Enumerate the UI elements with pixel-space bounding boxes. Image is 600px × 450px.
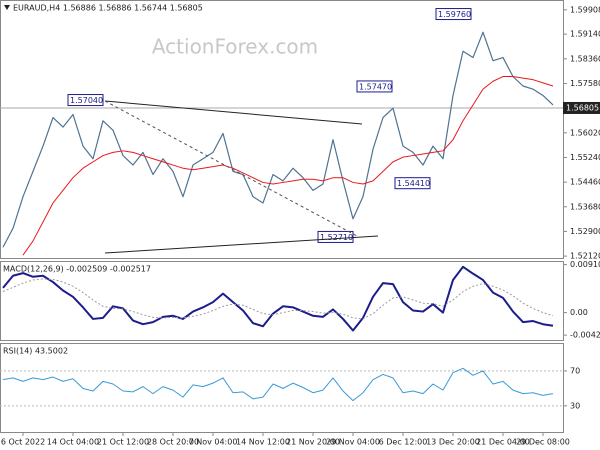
x-tick-label: 28 Oct 20:00 xyxy=(147,438,199,447)
y-tick-label: 70 xyxy=(570,366,580,375)
y-tick-label: 1.58360 xyxy=(570,54,600,63)
price-annotation-label: 1.54410 xyxy=(397,179,430,188)
series-line xyxy=(2,31,554,248)
x-tick-label: 13 Dec 20:00 xyxy=(426,438,480,447)
panel-title: RSI(14) 43.5002 xyxy=(3,347,68,356)
price-annotation-box xyxy=(317,230,354,243)
y-tick-label: 1.59140 xyxy=(570,30,600,39)
y-tick-label: 1.59908 xyxy=(570,5,600,14)
x-tick-label: 14 Nov 12:00 xyxy=(236,438,290,447)
macd-panel xyxy=(0,261,564,341)
panel-title: EURAUD,H4 1.56886 1.56886 1.56744 1.5680… xyxy=(13,4,203,13)
x-tick-label: 21 Dec 04:00 xyxy=(476,438,530,447)
trendline xyxy=(104,235,379,254)
y-tick-label: 0.009108 xyxy=(570,260,600,269)
series-line xyxy=(2,278,554,320)
series-line xyxy=(22,76,554,256)
trendlines xyxy=(104,100,379,254)
price-annotation-box xyxy=(435,8,472,21)
price-annotation-box xyxy=(356,80,393,93)
price-panel xyxy=(0,0,564,259)
price-annotation-box xyxy=(67,94,104,107)
y-tick-label: 0.00 xyxy=(570,308,588,317)
x-tick-label: 21 Oct 12:00 xyxy=(97,438,149,447)
x-tick-label: 6 Dec 12:00 xyxy=(379,438,428,447)
price-annotation-label: 1.52710 xyxy=(320,233,353,242)
last-price-box xyxy=(563,101,600,114)
price-annotation-box xyxy=(394,177,431,190)
x-tick-label: 21 Nov 20:00 xyxy=(286,438,340,447)
series-line xyxy=(2,265,554,332)
panel-content: ActionForex.com xyxy=(0,31,563,256)
x-tick-label: 29 Dec 08:00 xyxy=(516,438,570,447)
price-annotation-label: 1.57040 xyxy=(70,96,103,105)
plot-layer: ActionForex.com 1.59908 1.59140 1.58360 1.57… xyxy=(0,4,600,447)
panel-content xyxy=(0,367,563,407)
y-tick-label: 1.53680 xyxy=(570,202,600,211)
price-annotation-label: 1.57470 xyxy=(359,82,392,91)
panel-content xyxy=(2,265,554,332)
last-price-label: 1.56805 xyxy=(566,103,599,112)
y-tick-label: 1.57580 xyxy=(570,79,600,88)
y-tick-label: 30 xyxy=(570,401,580,410)
x-tick-label: 7 Nov 04:00 xyxy=(189,438,238,447)
y-tick-label: 1.54460 xyxy=(570,178,600,187)
price-annotation-label: 1.59760 xyxy=(438,10,471,19)
trendline xyxy=(104,100,358,237)
y-tick-label: 1.52120 xyxy=(570,252,600,261)
series-line xyxy=(2,367,554,402)
trendline xyxy=(104,100,363,125)
menu-triangle[interactable] xyxy=(4,5,10,10)
y-tick-label: 1.55240 xyxy=(570,153,600,162)
y-tick-label: 1.56020 xyxy=(570,128,600,137)
x-tick-label: 14 Oct 04:00 xyxy=(47,438,99,447)
x-tick-label: 6 Oct 2022 xyxy=(1,438,45,447)
panel-title: MACD(12,26,9) -0.002509 -0.002517 xyxy=(3,265,151,274)
x-tick-label: 29 Nov 04:00 xyxy=(326,438,380,447)
rsi-panel xyxy=(0,343,564,433)
y-tick-label: 1.52900 xyxy=(570,227,600,236)
y-tick-label: -0.004273 xyxy=(570,331,600,340)
watermark: ActionForex.com xyxy=(152,35,318,59)
